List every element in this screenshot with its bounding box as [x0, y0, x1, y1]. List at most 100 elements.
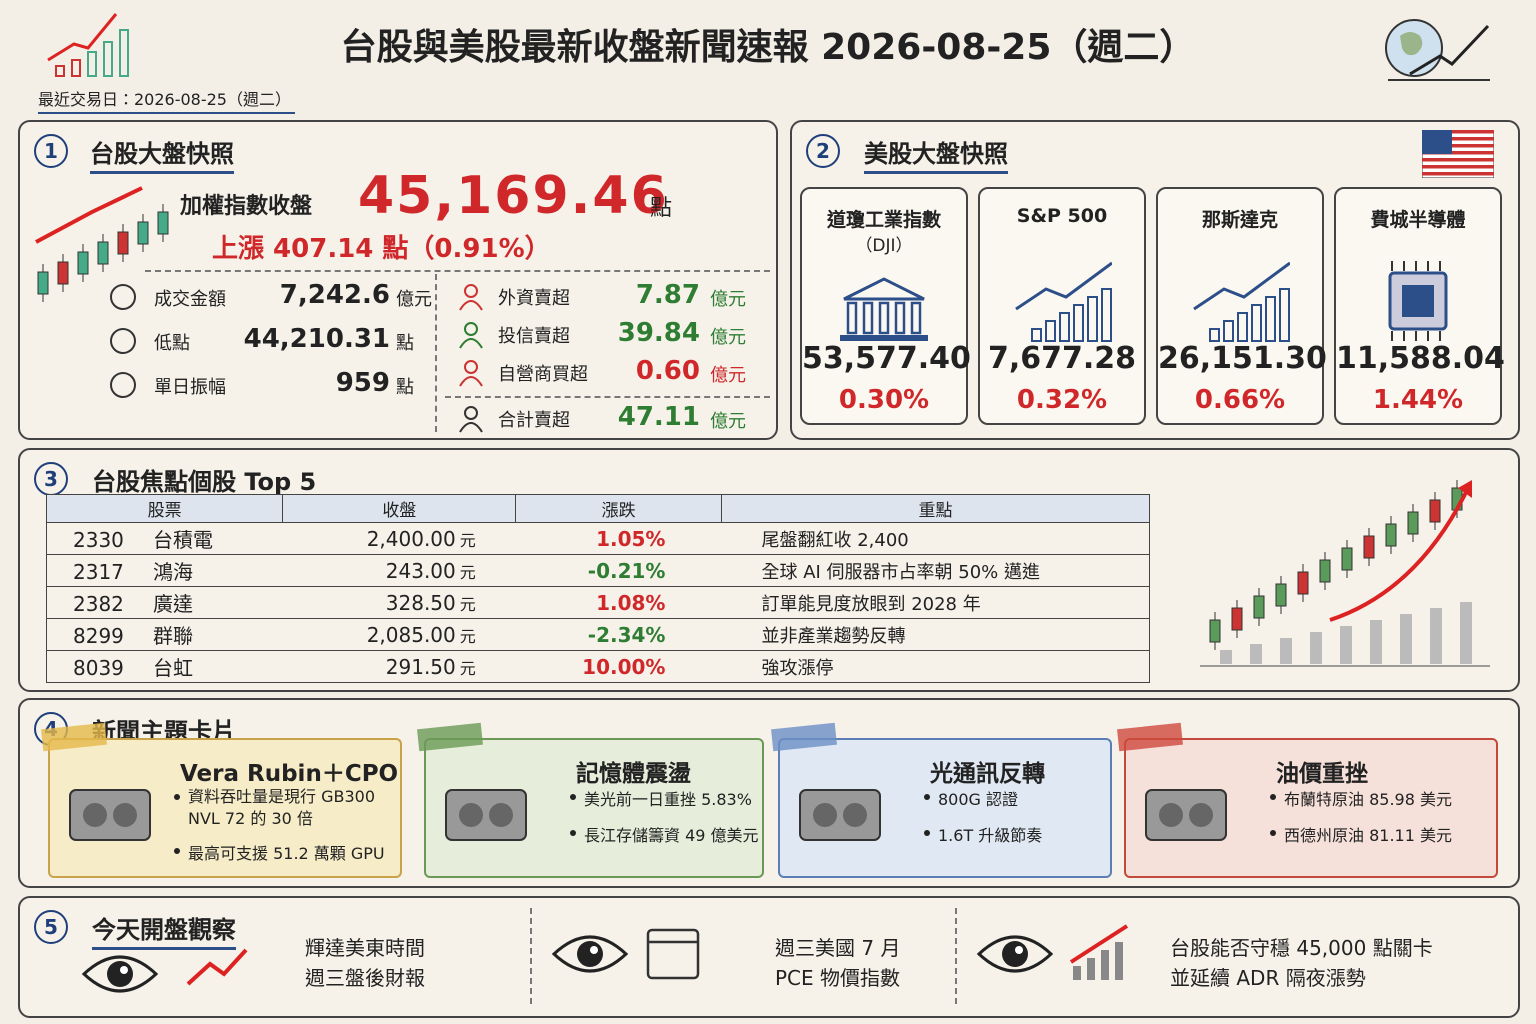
stock-change: -0.21% [587, 558, 666, 583]
flow-label: 合計賣超 [498, 410, 570, 431]
news-bullet: 美光前一日重挫 5.83% [584, 790, 752, 809]
divider [435, 274, 437, 432]
index-card: 道瓊工業指數 （DJI） 53,577.40 0.30% [800, 187, 971, 425]
table-header: 重點 [720, 494, 1151, 523]
flow-value: 39.84 [617, 318, 700, 348]
news-card: Vera Rubin＋CPO 資料吞吐量是現行 GB300 NVL 72 的 30… [41, 722, 402, 878]
trading-day: 最近交易日：2026-08-25（週二） [38, 86, 295, 114]
index-value: 26,151.30 [1158, 341, 1327, 376]
stock-close: 291.50 [385, 654, 456, 679]
section-title: 美股大盤快照 [864, 134, 1008, 174]
index-name: 道瓊工業指數 [826, 209, 941, 231]
watch-line: 週三盤後財報 [305, 966, 425, 990]
flow-unit: 億元 [710, 365, 746, 386]
eye-icon [976, 935, 1054, 973]
tw-section: 1 台股大盤快照 加權指數收盤 45,169.46 點上漲 407.14 點（0.91%… [18, 120, 778, 440]
table-header: 股票 [45, 494, 284, 523]
flow-icon [459, 360, 483, 387]
stock-name: 廣達 [153, 592, 193, 616]
index-change: 0.32% [1016, 385, 1108, 415]
bullet-dot [570, 794, 576, 800]
stock-close: 2,085.00 [366, 622, 456, 647]
news-bullet: 西德州原油 81.11 美元 [1284, 826, 1452, 845]
divider [145, 270, 770, 272]
index-change: 上漲 407.14 點（0.91%） [212, 234, 551, 264]
stock-unit: 元 [459, 562, 476, 582]
stock-name: 鴻海 [153, 560, 193, 584]
section-number: 3 [34, 462, 68, 496]
stat-unit: 億元 [396, 289, 432, 310]
tape [417, 722, 483, 752]
stat-icon [110, 284, 136, 310]
stock-code: 8039 [73, 656, 124, 680]
news-title: 油價重挫 [1276, 761, 1368, 787]
news-icon [445, 789, 527, 841]
index-icon [1388, 261, 1448, 341]
index-change: 1.44% [1372, 385, 1464, 415]
news-icon [799, 789, 881, 841]
index-icon [1193, 261, 1290, 342]
flow-icon [459, 406, 483, 433]
stock-unit: 元 [459, 594, 476, 614]
stock-name: 台虹 [153, 656, 193, 680]
watch-line: 週三美國 7 月 [775, 936, 901, 960]
stock-name: 台積電 [153, 528, 213, 552]
stock-change: 1.05% [596, 526, 666, 551]
index-change: 0.66% [1194, 385, 1286, 415]
stock-name: 群聯 [153, 624, 193, 648]
news-icon [69, 789, 151, 841]
stocks-section: 3 台股焦點個股 Top 5 股票 收盤 漲跌 重點 2330 台積電 2,400.00 元 1.0… [18, 448, 1520, 692]
index-card: 費城半導體 11,588.04 1.44% [1334, 187, 1505, 425]
index-unit: 點 [650, 196, 673, 221]
watch-icon [1069, 924, 1129, 980]
news-bullet: 最高可支援 51.2 萬顆 GPU [188, 844, 385, 863]
stock-note: 尾盤翻紅收 2,400 [761, 529, 909, 551]
index-card: 那斯達克 26,151.30 0.66% [1156, 187, 1327, 425]
watch-line: 台股能否守穩 45,000 點關卡 [1170, 936, 1433, 960]
section-title: 台股大盤快照 [90, 134, 234, 174]
bullet-dot [174, 794, 180, 800]
stat-value: 7,242.6 [279, 280, 390, 310]
stock-unit: 元 [459, 658, 476, 678]
stat-label: 成交金額 [154, 289, 226, 310]
tape [771, 722, 837, 752]
flow-unit: 億元 [710, 411, 746, 432]
section-title: 今天開盤觀察 [92, 910, 236, 950]
globe-icon [1385, 19, 1490, 81]
divider [955, 908, 957, 1004]
news-bullet: 長江存儲籌資 49 億美元 [584, 826, 759, 845]
index-value: 7,677.28 [987, 341, 1137, 376]
stock-note: 全球 AI 伺服器市占率朝 50% 邁進 [761, 561, 1040, 583]
index-card: S&P 500 7,677.28 0.32% [978, 187, 1146, 425]
flow-unit: 億元 [710, 327, 746, 348]
header-icon [47, 13, 129, 77]
flow-label: 自營商買超 [498, 364, 588, 385]
stat-value: 959 [335, 368, 390, 398]
stock-change: 1.08% [596, 590, 666, 615]
stat-icon [110, 372, 136, 398]
stock-note: 強攻漲停 [761, 657, 834, 679]
flow-label: 外資賣超 [498, 288, 570, 309]
stat-value: 44,210.31 [243, 324, 390, 354]
stock-unit: 元 [459, 626, 476, 646]
flow-label: 投信賣超 [498, 326, 570, 347]
stock-close: 243.00 [385, 558, 456, 583]
section-number: 1 [34, 134, 68, 168]
stock-code: 2330 [73, 528, 124, 552]
stat-unit: 點 [396, 377, 414, 398]
stock-change: -2.34% [587, 622, 666, 647]
divider [445, 396, 770, 398]
stock-close: 2,400.00 [366, 526, 456, 551]
news-bullet: 800G 認證 [938, 790, 1019, 809]
stock-close: 328.50 [385, 590, 456, 615]
section-number: 5 [34, 910, 68, 944]
table-row: 8299 群聯 2,085.00 元 -2.34% 並非產業趨勢反轉 [46, 618, 1150, 651]
index-icon [1015, 261, 1112, 342]
watch-line: PCE 物價指數 [775, 966, 901, 990]
divider [530, 908, 532, 1004]
news-title: 記憶體震盪 [576, 761, 691, 787]
trend-illustration [1200, 480, 1490, 667]
stock-code: 2317 [73, 560, 124, 584]
